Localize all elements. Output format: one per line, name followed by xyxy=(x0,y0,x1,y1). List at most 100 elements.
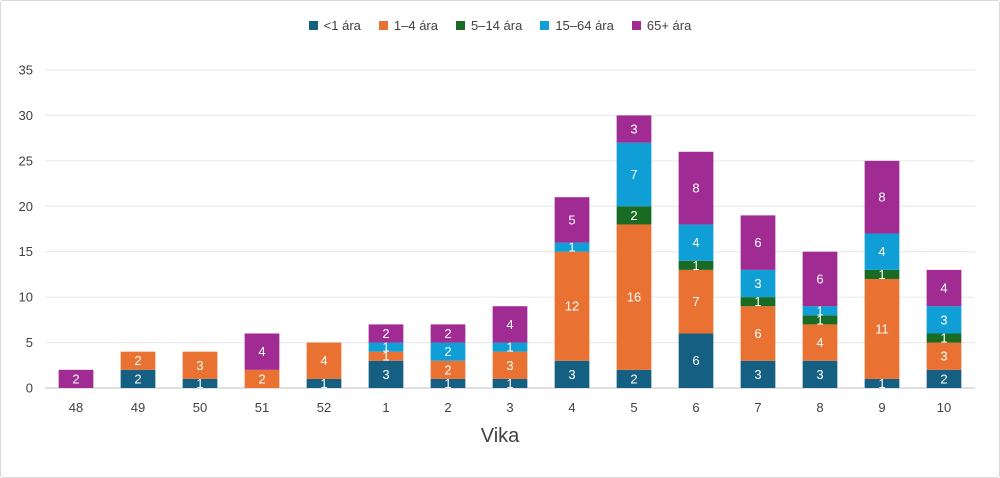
legend-swatch xyxy=(631,21,641,30)
data-label: 8 xyxy=(878,190,885,205)
data-label: 1 xyxy=(382,340,389,355)
legend-swatch xyxy=(455,21,465,30)
bar-segment xyxy=(492,306,528,343)
bar-segment xyxy=(616,142,652,207)
x-tick-label: 1 xyxy=(382,400,389,415)
bar-segment xyxy=(430,360,466,379)
bar-segment xyxy=(244,369,280,388)
data-label: 3 xyxy=(754,276,761,291)
data-label: 2 xyxy=(940,371,947,386)
bar-segment xyxy=(802,315,838,325)
data-label: 1 xyxy=(816,303,823,318)
y-tick-label: 10 xyxy=(19,290,33,305)
x-tick-label: 8 xyxy=(816,400,823,415)
bar-segment xyxy=(182,351,218,379)
data-label: 6 xyxy=(754,235,761,250)
legend-swatch xyxy=(540,21,550,30)
bar-segment xyxy=(430,324,466,343)
x-tick-label: 52 xyxy=(317,400,331,415)
legend-label: 1–4 ára xyxy=(393,18,438,33)
x-tick-label: 10 xyxy=(937,400,951,415)
bar-segment xyxy=(864,278,900,379)
bar-segment xyxy=(492,351,528,379)
data-label: 1 xyxy=(568,240,575,255)
data-label: 6 xyxy=(754,326,761,341)
bar-segment xyxy=(678,260,714,270)
x-tick-label: 4 xyxy=(568,400,575,415)
legend-swatch xyxy=(378,21,388,30)
data-label: 2 xyxy=(72,371,79,386)
bar-segment xyxy=(616,224,652,370)
y-tick-label: 15 xyxy=(19,244,33,259)
bar-segment xyxy=(740,306,776,361)
bar-segment xyxy=(926,306,962,334)
data-label: 2 xyxy=(258,371,265,386)
data-label: 6 xyxy=(692,353,699,368)
data-label: 3 xyxy=(630,122,637,137)
bar-segment xyxy=(926,369,962,388)
data-label: 1 xyxy=(816,312,823,327)
data-label: 8 xyxy=(692,181,699,196)
bar-segment xyxy=(864,160,900,234)
legend-label: 5–14 ára xyxy=(470,18,523,33)
data-label: 1 xyxy=(878,376,885,391)
data-label: 2 xyxy=(444,326,451,341)
bar-segment xyxy=(678,224,714,261)
y-tick-label: 5 xyxy=(26,335,33,350)
data-label: 2 xyxy=(444,362,451,377)
bar-segment xyxy=(678,151,714,225)
data-label: 2 xyxy=(134,353,141,368)
legend-item-65-plus: 65+ ára xyxy=(631,18,691,33)
data-label: 3 xyxy=(506,358,513,373)
bar-segment xyxy=(430,378,466,388)
data-label: 3 xyxy=(940,349,947,364)
data-label: 2 xyxy=(134,371,141,386)
bar-segment xyxy=(864,233,900,270)
bar-segment xyxy=(244,333,280,370)
bar-segment xyxy=(616,115,652,143)
bar-segment xyxy=(926,342,962,370)
x-tick-label: 51 xyxy=(255,400,269,415)
bar-segment xyxy=(802,306,838,316)
data-label: 1 xyxy=(320,376,327,391)
data-label: 2 xyxy=(630,208,637,223)
bar-segment xyxy=(554,242,590,252)
x-tick-label: 50 xyxy=(193,400,207,415)
bar-segment xyxy=(554,251,590,361)
bar-segment xyxy=(58,369,94,388)
x-tick-label: 5 xyxy=(630,400,637,415)
bar-segment xyxy=(926,333,962,343)
bar-segment xyxy=(802,360,838,388)
bar-segment xyxy=(864,378,900,388)
data-label: 4 xyxy=(816,335,823,350)
bar-segment xyxy=(740,215,776,270)
bar-segment xyxy=(430,342,466,361)
legend-swatch xyxy=(308,21,318,30)
x-tick-label: 9 xyxy=(878,400,885,415)
data-label: 4 xyxy=(258,344,265,359)
data-label: 1 xyxy=(940,331,947,346)
data-label: 6 xyxy=(816,271,823,286)
y-tick-label: 30 xyxy=(19,108,33,123)
x-tick-label: 49 xyxy=(131,400,145,415)
bar-segment xyxy=(554,197,590,243)
legend-item-15-64: 15–64 ára xyxy=(540,18,614,33)
y-tick-label: 35 xyxy=(19,63,33,78)
x-tick-label: 48 xyxy=(69,400,83,415)
bar-segment xyxy=(616,369,652,388)
bar-segment xyxy=(368,324,404,343)
bar-segment xyxy=(616,206,652,225)
data-label: 11 xyxy=(875,321,889,336)
data-label: 5 xyxy=(568,212,575,227)
data-label: 1 xyxy=(506,340,513,355)
data-label: 1 xyxy=(382,349,389,364)
data-label: 16 xyxy=(627,290,641,305)
bar-segment xyxy=(554,360,590,388)
data-label: 1 xyxy=(196,376,203,391)
data-label: 2 xyxy=(382,326,389,341)
legend-label: <1 ára xyxy=(323,18,361,33)
data-label: 7 xyxy=(630,167,637,182)
bar-segment xyxy=(678,269,714,334)
legend-item-1-4: 1–4 ára xyxy=(378,18,438,33)
